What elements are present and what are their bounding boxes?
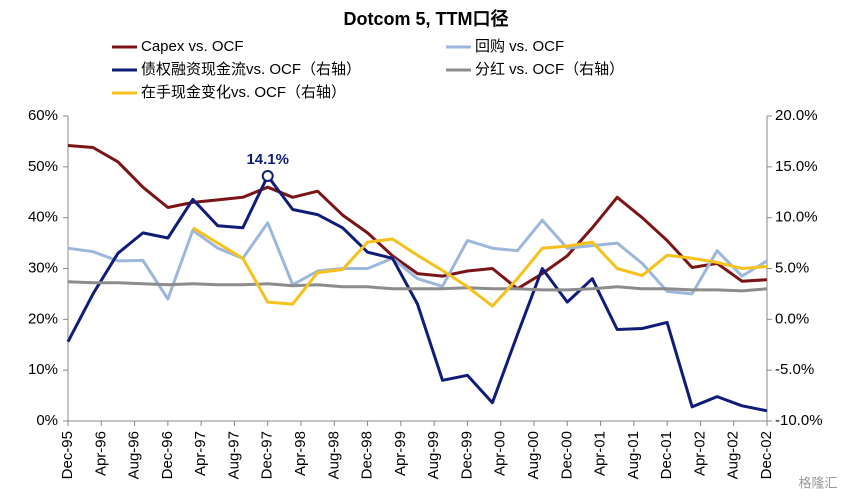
y2-tick-label: 5.0% [775, 259, 809, 276]
x-tick-label: Apr-02 [691, 431, 708, 476]
x-tick-label: Dec-00 [558, 431, 575, 479]
legend-label: 债权融资现金流vs. OCF（右轴） [141, 61, 361, 78]
x-tick-label: Aug-98 [325, 431, 342, 479]
x-tick-label: Dec-99 [458, 431, 475, 479]
y-tick-label: 60% [28, 107, 58, 124]
annotation-marker [261, 169, 274, 182]
legend-label: Capex vs. OCF [141, 38, 244, 55]
series-line [67, 280, 768, 293]
x-tick-label: Apr-98 [292, 431, 309, 476]
x-tick-label: Apr-01 [592, 431, 609, 476]
legend-label: 分红 vs. OCF（右轴） [475, 61, 624, 78]
y2-tick-label: -10.0% [775, 412, 823, 429]
y-tick-label: 40% [28, 209, 58, 226]
y2-tick-label: 10.0% [775, 209, 818, 226]
x-tick-label: Apr-97 [192, 431, 209, 476]
x-tick-label: Aug-00 [525, 431, 542, 479]
x-tick-label: Aug-99 [425, 431, 442, 479]
x-tick-label: Aug-01 [625, 431, 642, 479]
x-tick-label: Apr-96 [92, 431, 109, 476]
x-tick-label: Dec-97 [259, 431, 276, 479]
watermark: 格隆汇 [798, 475, 837, 490]
x-tick-label: Dec-96 [159, 431, 176, 479]
y-tick-label: 50% [28, 158, 58, 175]
y-tick-label: 0% [36, 412, 58, 429]
y2-tick-label: 15.0% [775, 158, 818, 175]
x-tick-label: Dec-95 [59, 431, 76, 479]
x-tick-label: Aug-96 [126, 431, 143, 479]
x-tick-label: Aug-02 [725, 431, 742, 479]
legend-label: 在手现金变化vs. OCF（右轴） [141, 84, 346, 101]
x-tick-label: Aug-97 [225, 431, 242, 479]
y-tick-label: 30% [28, 259, 58, 276]
annotation: 14.1% [246, 151, 289, 168]
y2-tick-label: 0.0% [775, 310, 809, 327]
x-tick-label: Apr-99 [392, 431, 409, 476]
chart-title: Dotcom 5, TTM口径 [344, 8, 509, 29]
y-tick-label: 10% [28, 361, 58, 378]
y2-tick-label: -5.0% [775, 361, 814, 378]
series-line [192, 226, 768, 308]
x-tick-label: Apr-00 [492, 431, 509, 476]
x-tick-label: Dec-02 [758, 431, 775, 479]
series-line [66, 174, 768, 413]
x-tick-label: Dec-98 [359, 431, 376, 479]
y2-tick-label: 20.0% [775, 107, 818, 124]
series-line [67, 218, 768, 301]
legend-label: 回购 vs. OCF [475, 38, 564, 55]
y-tick-label: 20% [28, 310, 58, 327]
x-tick-label: Dec-01 [658, 431, 675, 479]
series-line [67, 144, 768, 291]
